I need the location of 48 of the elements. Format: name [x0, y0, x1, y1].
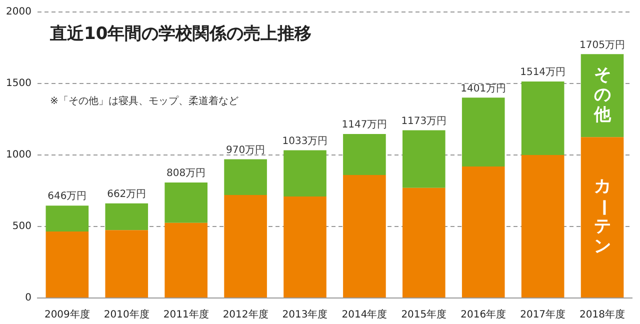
total-label: 1705万円	[580, 40, 625, 51]
bar	[164, 222, 208, 298]
x-tick-label: 2013年度	[282, 308, 328, 321]
x-tick-label: 2011年度	[163, 308, 209, 321]
bar	[46, 232, 89, 298]
x-tick-label: 2009年度	[44, 308, 90, 321]
total-label: 808万円	[166, 168, 206, 180]
x-tick-label: 2012年度	[222, 308, 268, 321]
total-label: 1147万円	[342, 120, 388, 131]
series-label: その他	[592, 65, 612, 126]
bar	[402, 130, 446, 188]
x-tick-label: 2015年度	[401, 308, 447, 321]
total-label: 646万円	[48, 191, 87, 202]
x-tick-label: 2017年度	[520, 308, 566, 321]
x-tick-label: 2018年度	[580, 308, 625, 321]
x-tick-label: 2010年度	[104, 308, 150, 321]
y-tick-label: 0	[25, 292, 32, 304]
total-label: 1033万円	[282, 136, 328, 147]
bar	[521, 82, 564, 155]
bar	[343, 134, 386, 176]
bar	[284, 196, 326, 298]
series-label: カーテン	[592, 176, 613, 257]
total-label: 662万円	[107, 188, 146, 200]
total-label: 1173万円	[401, 116, 447, 127]
y-tick-label: 1500	[6, 78, 32, 90]
y-tick-label: 2000	[6, 6, 32, 18]
bar	[105, 203, 148, 230]
bar	[284, 150, 326, 196]
total-label: 1401万円	[460, 83, 506, 94]
bar	[402, 188, 446, 298]
bar	[521, 155, 564, 298]
bar	[580, 137, 624, 298]
y-tick-label: 1000	[6, 150, 32, 161]
total-label: 970万円	[226, 144, 266, 156]
y-tick-label: 500	[12, 221, 32, 232]
bar	[462, 166, 505, 298]
bar	[46, 206, 89, 232]
text: 直近10年間の学校関係の売上推移	[50, 23, 312, 45]
bar	[462, 98, 505, 166]
x-tick-label: 2016年度	[460, 308, 506, 321]
bar	[343, 175, 386, 298]
bar	[105, 230, 148, 298]
bar	[224, 159, 267, 196]
annotation: ※「その他」は寝具、モップ、柔道着など	[50, 94, 238, 108]
bar	[164, 182, 208, 223]
x-tick-label: 2014年度	[342, 308, 388, 321]
bar	[224, 195, 267, 298]
total-label: 1514万円	[520, 67, 566, 78]
